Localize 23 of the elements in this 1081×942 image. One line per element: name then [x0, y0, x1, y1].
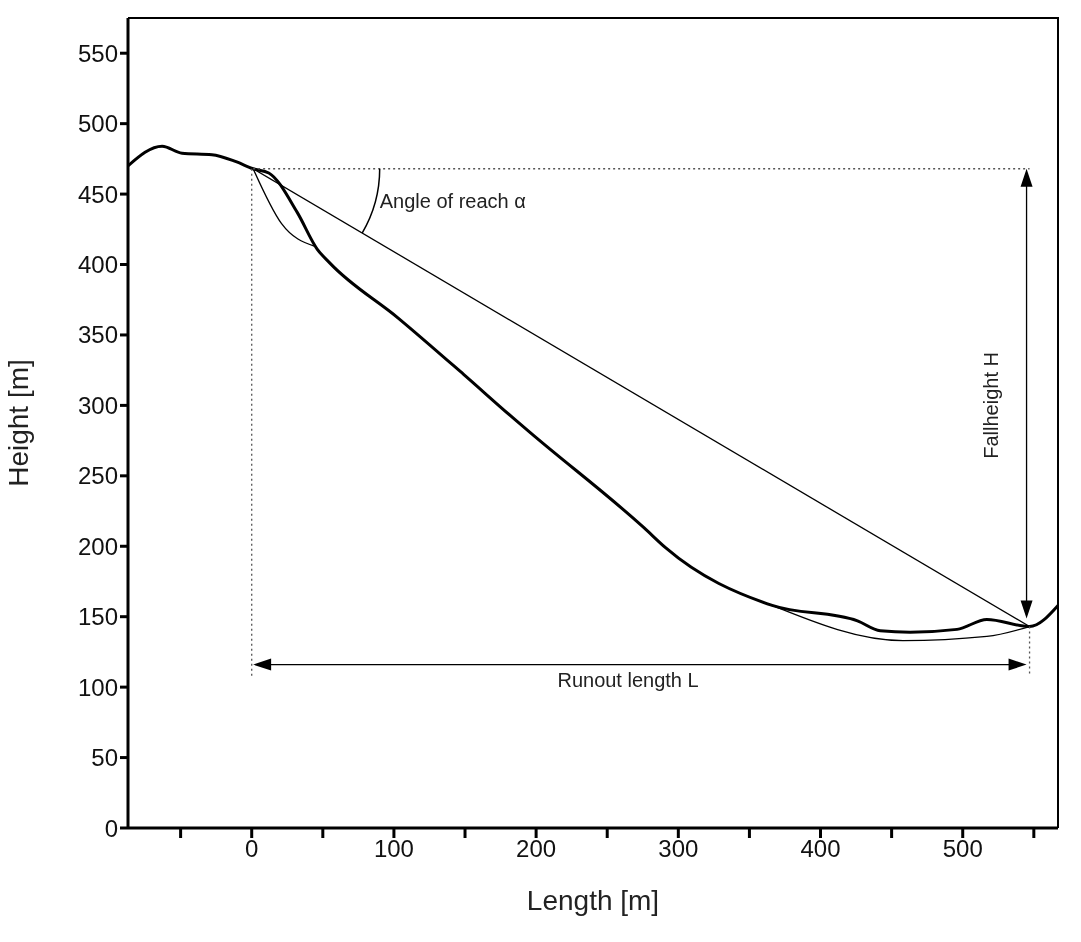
y-tick-label: 250	[77, 462, 118, 490]
annotation: Fallheight H	[980, 352, 1003, 459]
y-tick-label: 450	[77, 180, 118, 208]
y-tick-label: 550	[77, 39, 118, 67]
y-tick-label: 300	[77, 391, 118, 419]
y-tick-label: 500	[77, 110, 118, 138]
annotation: Runout length L	[557, 669, 699, 692]
y-tick-label: 100	[77, 673, 118, 701]
x-tick-label: 300	[658, 835, 699, 863]
annotation: Angle of reach α	[379, 190, 526, 213]
y-tick-label: 200	[77, 532, 118, 560]
y-tick-label: 0	[104, 814, 118, 842]
y-tick-label: 150	[77, 603, 118, 631]
x-tick-label: 200	[516, 835, 557, 863]
y-tick-label: 400	[77, 251, 118, 279]
x-tick-label: 0	[245, 835, 259, 863]
x-tick-label: 100	[373, 835, 414, 863]
y-tick-label: 50	[91, 744, 118, 772]
y-tick-label: 350	[77, 321, 118, 349]
y-axis-title: Height [m]	[2, 359, 34, 487]
x-tick-label: 400	[800, 835, 841, 863]
x-tick-label: 500	[942, 835, 983, 863]
x-axis-title: Length [m]	[526, 885, 660, 916]
